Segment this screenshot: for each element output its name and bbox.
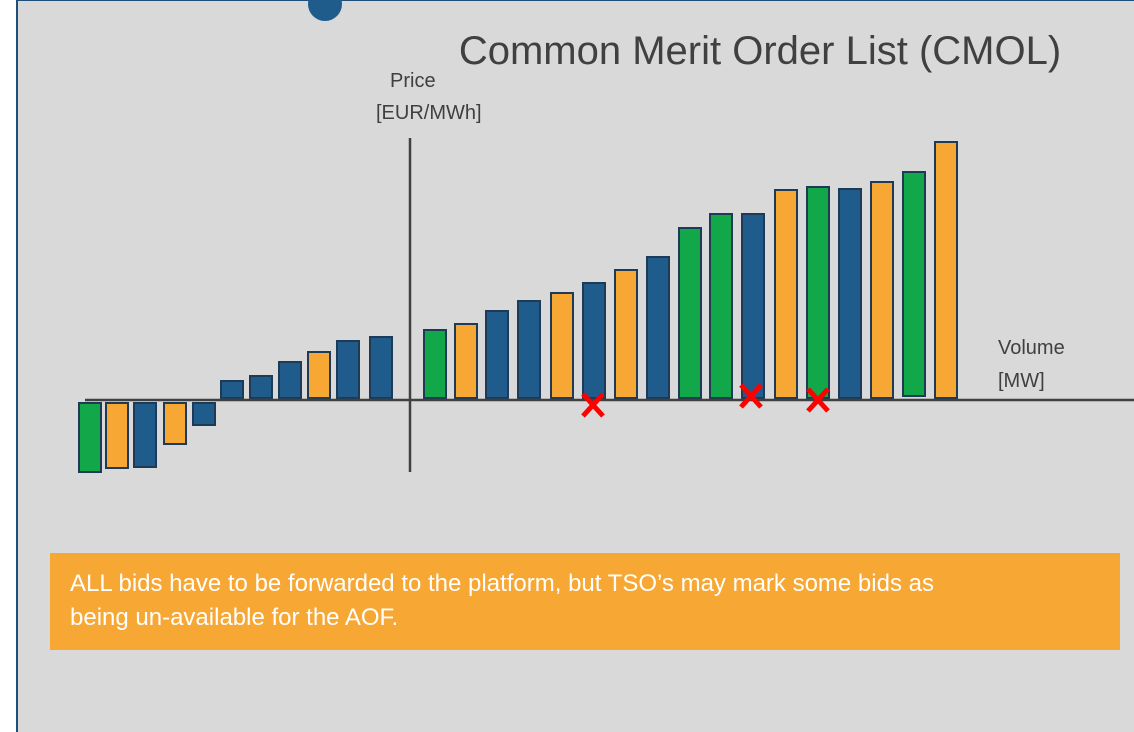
y-axis-unit: [EUR/MWh]	[376, 102, 482, 124]
bid-bar	[709, 213, 733, 399]
bid-bar	[369, 336, 393, 399]
bid-bar	[806, 186, 830, 399]
x-axis-unit: [MW]	[998, 370, 1045, 392]
bid-bar	[307, 351, 331, 399]
bid-bar	[278, 361, 302, 399]
dot	[308, 0, 342, 21]
bid-bar	[614, 269, 638, 399]
bid-bar	[163, 402, 187, 445]
bid-bar	[934, 141, 958, 399]
bid-bar	[192, 402, 216, 426]
bid-bar	[902, 171, 926, 397]
bid-bar	[454, 323, 478, 399]
unavailable-mark	[581, 392, 605, 418]
bid-bar	[550, 292, 574, 399]
bid-bar	[105, 402, 129, 469]
unavailable-mark	[739, 383, 763, 409]
bid-bar	[838, 188, 862, 399]
bid-bar	[870, 181, 894, 399]
bid-bar	[423, 329, 447, 399]
crosses	[581, 383, 830, 418]
bid-bar	[678, 227, 702, 399]
bid-bar	[220, 380, 244, 399]
bid-bar	[646, 256, 670, 399]
bid-bar	[78, 402, 102, 473]
note-box: ALL bids have to be forwarded to the pla…	[50, 553, 1120, 650]
bid-bar	[741, 213, 765, 399]
title: Common Merit Order List (CMOL)	[459, 29, 1061, 73]
bid-bar	[249, 375, 273, 399]
bid-bar	[774, 189, 798, 399]
bid-bar	[133, 402, 157, 468]
unavailable-mark	[806, 387, 830, 413]
y-axis-label: Price	[390, 70, 436, 92]
x-axis-label: Volume	[998, 337, 1065, 359]
bid-bar	[336, 340, 360, 399]
bid-bar	[517, 300, 541, 399]
bid-bar	[582, 282, 606, 399]
bid-bar	[485, 310, 509, 399]
bars	[78, 141, 958, 473]
